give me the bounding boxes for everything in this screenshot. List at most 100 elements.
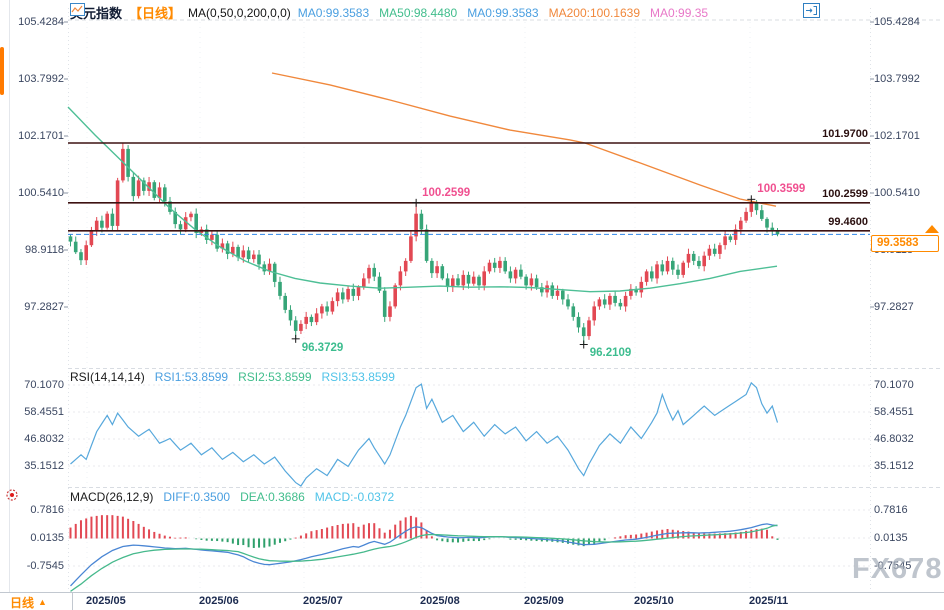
left-scroll-indicator[interactable] bbox=[0, 47, 4, 95]
rsi-header: RSI(14,14,14) RSI1:53.8599 RSI2:53.8599 RS… bbox=[70, 370, 405, 384]
ma-value: MA50:98.4480 bbox=[379, 5, 458, 20]
candle-body bbox=[126, 148, 130, 177]
candle-body bbox=[461, 274, 466, 286]
period-dropdown-label: 日线 bbox=[10, 595, 35, 610]
candle-body bbox=[435, 266, 439, 274]
price-level-label: 99.4600 bbox=[828, 215, 868, 228]
candle-body bbox=[644, 271, 649, 282]
main-chart-header: 美元指数 【日线】 MA(0,50,0,200,0,0) MA0:99.3583… bbox=[70, 3, 718, 22]
price-axis-label: 102.1701 bbox=[18, 130, 64, 142]
ma50-line bbox=[67, 106, 778, 293]
candle-body bbox=[550, 285, 555, 296]
candle-body bbox=[121, 148, 125, 181]
candle-body bbox=[676, 269, 680, 275]
candle-body bbox=[142, 180, 146, 191]
candle-body bbox=[697, 260, 701, 267]
candle-body bbox=[210, 234, 214, 240]
candle-body bbox=[403, 260, 408, 272]
candle-body bbox=[320, 306, 324, 314]
candle-body bbox=[712, 248, 717, 254]
candle-body bbox=[760, 210, 764, 219]
candle-body bbox=[691, 253, 696, 261]
candle-body bbox=[377, 276, 382, 291]
candle-body bbox=[440, 266, 445, 279]
candle-body bbox=[602, 299, 607, 305]
rsi-axis-label: 58.4551 bbox=[24, 405, 64, 418]
candle-body bbox=[623, 295, 628, 307]
candle-body bbox=[257, 254, 261, 265]
jump-to-latest-icon[interactable] bbox=[803, 3, 820, 18]
candle-body bbox=[424, 229, 429, 261]
candle-body bbox=[147, 182, 151, 191]
candle-body bbox=[655, 264, 659, 279]
macd-axis-label: -0.7545 bbox=[874, 560, 912, 572]
indicator-settings-icon[interactable] bbox=[3, 486, 21, 504]
candle-body bbox=[241, 250, 246, 258]
candle-body bbox=[529, 278, 534, 286]
period-dropdown[interactable]: 日线 ▲ bbox=[0, 593, 73, 610]
rsi-axis-label: 35.1512 bbox=[874, 460, 914, 472]
macd-diff-line bbox=[70, 523, 778, 587]
candle-body bbox=[231, 246, 235, 254]
price-axis-label: 102.1701 bbox=[874, 130, 920, 142]
extreme-price-label: 96.3729 bbox=[301, 341, 344, 354]
candle-body bbox=[419, 213, 424, 230]
candle-body bbox=[681, 262, 685, 275]
candle-body bbox=[367, 267, 371, 279]
candle-body bbox=[183, 217, 188, 230]
candle-body bbox=[178, 224, 183, 230]
candle-body bbox=[592, 306, 596, 321]
ma-value: MA200:100.1639 bbox=[548, 5, 641, 20]
macd-header: MACD(26,12,9) DIFF:0.3500 DEA:0.3686 MACD:… bbox=[70, 490, 404, 504]
fx678-watermark: FX678 bbox=[852, 553, 943, 585]
rsi-axis-label: 46.8032 bbox=[24, 432, 64, 445]
candle-body bbox=[100, 220, 104, 228]
candle-body bbox=[335, 292, 340, 302]
candle-body bbox=[561, 290, 565, 300]
candle-body bbox=[639, 281, 644, 293]
ma-value: MA0:99.35 bbox=[650, 5, 709, 20]
macd-value: MACD:-0.0372 bbox=[314, 490, 395, 504]
candle-body bbox=[571, 306, 576, 317]
price-axis-label: 103.7992 bbox=[18, 73, 64, 85]
candle-body bbox=[555, 290, 560, 296]
candle-body bbox=[749, 203, 754, 212]
candle-body bbox=[650, 271, 654, 279]
candle-body bbox=[723, 236, 727, 246]
candle-body bbox=[220, 243, 225, 249]
candle-body bbox=[456, 278, 460, 286]
candle-body bbox=[84, 245, 88, 261]
candle-body bbox=[283, 295, 287, 310]
macd-axis-label: -0.7545 bbox=[26, 560, 64, 572]
candle-body bbox=[613, 295, 617, 303]
price-level-label: 100.2599 bbox=[822, 187, 868, 200]
rsi-title: RSI(14,14,14) bbox=[70, 370, 145, 384]
candle-body bbox=[131, 176, 136, 197]
candle-body bbox=[524, 276, 528, 286]
candle-body bbox=[775, 231, 780, 235]
candle-body bbox=[105, 213, 109, 228]
candle-body bbox=[519, 269, 523, 277]
candle-body bbox=[304, 316, 308, 324]
candle-body bbox=[79, 252, 83, 261]
candle-body bbox=[487, 262, 492, 272]
candle-body bbox=[482, 271, 486, 286]
candle-body bbox=[508, 271, 513, 279]
candle-body bbox=[566, 299, 570, 307]
candle-body bbox=[152, 182, 157, 198]
candle-body bbox=[739, 220, 743, 230]
date-label: 2025/05 bbox=[86, 595, 126, 607]
price-level-label: 101.9700 bbox=[822, 128, 868, 140]
candle-body bbox=[608, 295, 612, 305]
rsi-value: RSI2:53.8599 bbox=[238, 370, 312, 384]
candle-body bbox=[267, 263, 272, 272]
macd-value: DEA:0.3686 bbox=[240, 490, 305, 504]
ma200-line bbox=[271, 72, 777, 207]
candle-body bbox=[744, 211, 748, 221]
candle-body bbox=[68, 236, 73, 242]
ma-values: MA0:99.3583 MA50:98.4480 MA0:99.3583 MA200:… bbox=[298, 4, 718, 22]
candle-body bbox=[293, 320, 298, 331]
chart-type-icon[interactable] bbox=[70, 3, 85, 16]
